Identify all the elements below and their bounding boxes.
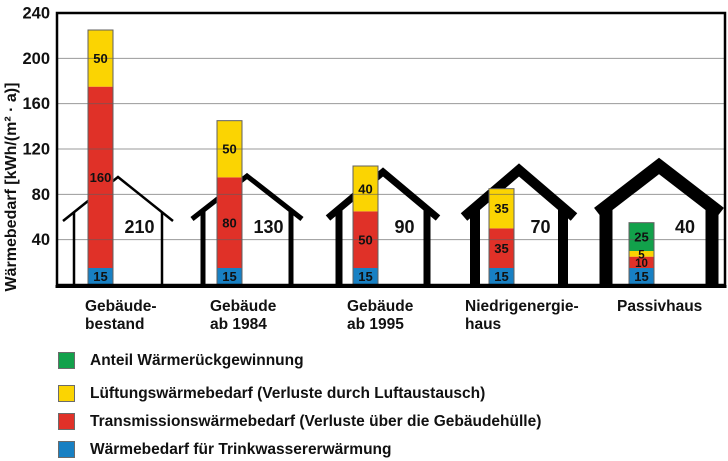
y-tick-label: 200 (22, 50, 50, 68)
bar-segment-label: 50 (358, 232, 372, 247)
bar-segment (629, 251, 654, 257)
house-roof (460, 163, 578, 221)
bar-segment (629, 256, 654, 268)
house-total-label: 130 (253, 217, 283, 237)
bar-segment (88, 86, 113, 269)
bar-segment (217, 177, 242, 268)
legend-label: Lüftungswärmebedarf (Verluste durch Luft… (90, 385, 486, 402)
bar-segment (217, 268, 242, 285)
legend-label: Wärmebedarf für Trinkwassererwärmung (90, 441, 392, 458)
bar-segment-label: 15 (93, 269, 107, 284)
house-total-label: 70 (530, 217, 550, 237)
x-category-label: haus (465, 316, 501, 333)
house-roof (62, 175, 174, 222)
bar-segment (629, 222, 654, 251)
bar-segment (489, 268, 514, 285)
bar-segment (489, 228, 514, 268)
bar-segment-label: 10 (635, 258, 648, 270)
y-tick-label: 160 (22, 95, 50, 113)
legend-swatch-green (58, 352, 75, 369)
x-category-label: bestand (85, 316, 144, 333)
bar-segment (353, 166, 378, 212)
bar-segment-label: 50 (93, 51, 107, 66)
y-axis-title: Wärmebedarf [kWh/(m² · a)] (3, 83, 20, 292)
legend-swatch-red (58, 413, 75, 430)
x-category-label: Passivhaus (617, 298, 702, 315)
bar-segment-label: 35 (494, 201, 508, 216)
bar-segment-label: 50 (222, 142, 236, 157)
x-category-label: Gebäude (210, 298, 277, 315)
house-roof (325, 167, 441, 221)
x-category-label: Gebäude (347, 298, 414, 315)
legend-swatch-yellow (58, 385, 75, 402)
house-total-label: 90 (394, 217, 414, 237)
x-category-label: Niedrigenergie- (465, 298, 579, 315)
bar-segment-label: 15 (634, 269, 648, 284)
bar-segment-label: 5 (638, 249, 645, 261)
y-tick-label: 40 (32, 231, 50, 249)
bar-segment-label: 80 (222, 215, 236, 230)
bar-segment (88, 268, 113, 285)
y-tick-label: 240 (22, 5, 50, 23)
y-tick-label: 80 (32, 186, 50, 204)
legend-label: Anteil Wärmerückgewinnung (90, 352, 304, 369)
legend-item-hot-water: Wärmebedarf für Trinkwassererwärmung (58, 441, 392, 459)
x-category-label: ab 1984 (210, 316, 267, 333)
legend-item-transmission: Transmissionswärmebedarf (Verluste über … (58, 413, 541, 431)
bar-segment (353, 268, 378, 285)
x-category-label: ab 1995 (347, 316, 404, 333)
legend-swatch-blue (58, 441, 75, 458)
legend-label: Transmissionswärmebedarf (Verluste über … (90, 413, 542, 430)
house-roof (594, 157, 724, 219)
house-roof (190, 172, 304, 221)
x-category-label: Gebäude- (85, 298, 156, 315)
bar-segment-label: 15 (358, 269, 372, 284)
bar-segment-label: 35 (494, 241, 508, 256)
bar-segment (489, 188, 514, 229)
bar-segment-label: 15 (494, 269, 508, 284)
bar-segment-label: 25 (634, 229, 648, 244)
heat-demand-chart: 240 200 160 120 80 40 15 160 50 210 Gebäude-bestan… (3, 5, 727, 333)
y-tick-label: 120 (22, 141, 50, 159)
bar-segment-label: 40 (358, 181, 372, 196)
bar-segment (629, 268, 654, 285)
house-total-label: 210 (124, 217, 154, 237)
legend-item-ventilation: Lüftungswärmebedarf (Verluste durch Luft… (58, 385, 485, 403)
legend-item-heat-recovery: Anteil Wärmerückgewinnung (58, 352, 304, 370)
bar-segment-label: 15 (222, 269, 236, 284)
house-total-label: 40 (675, 217, 695, 237)
bar-segment-label: 160 (90, 170, 112, 185)
